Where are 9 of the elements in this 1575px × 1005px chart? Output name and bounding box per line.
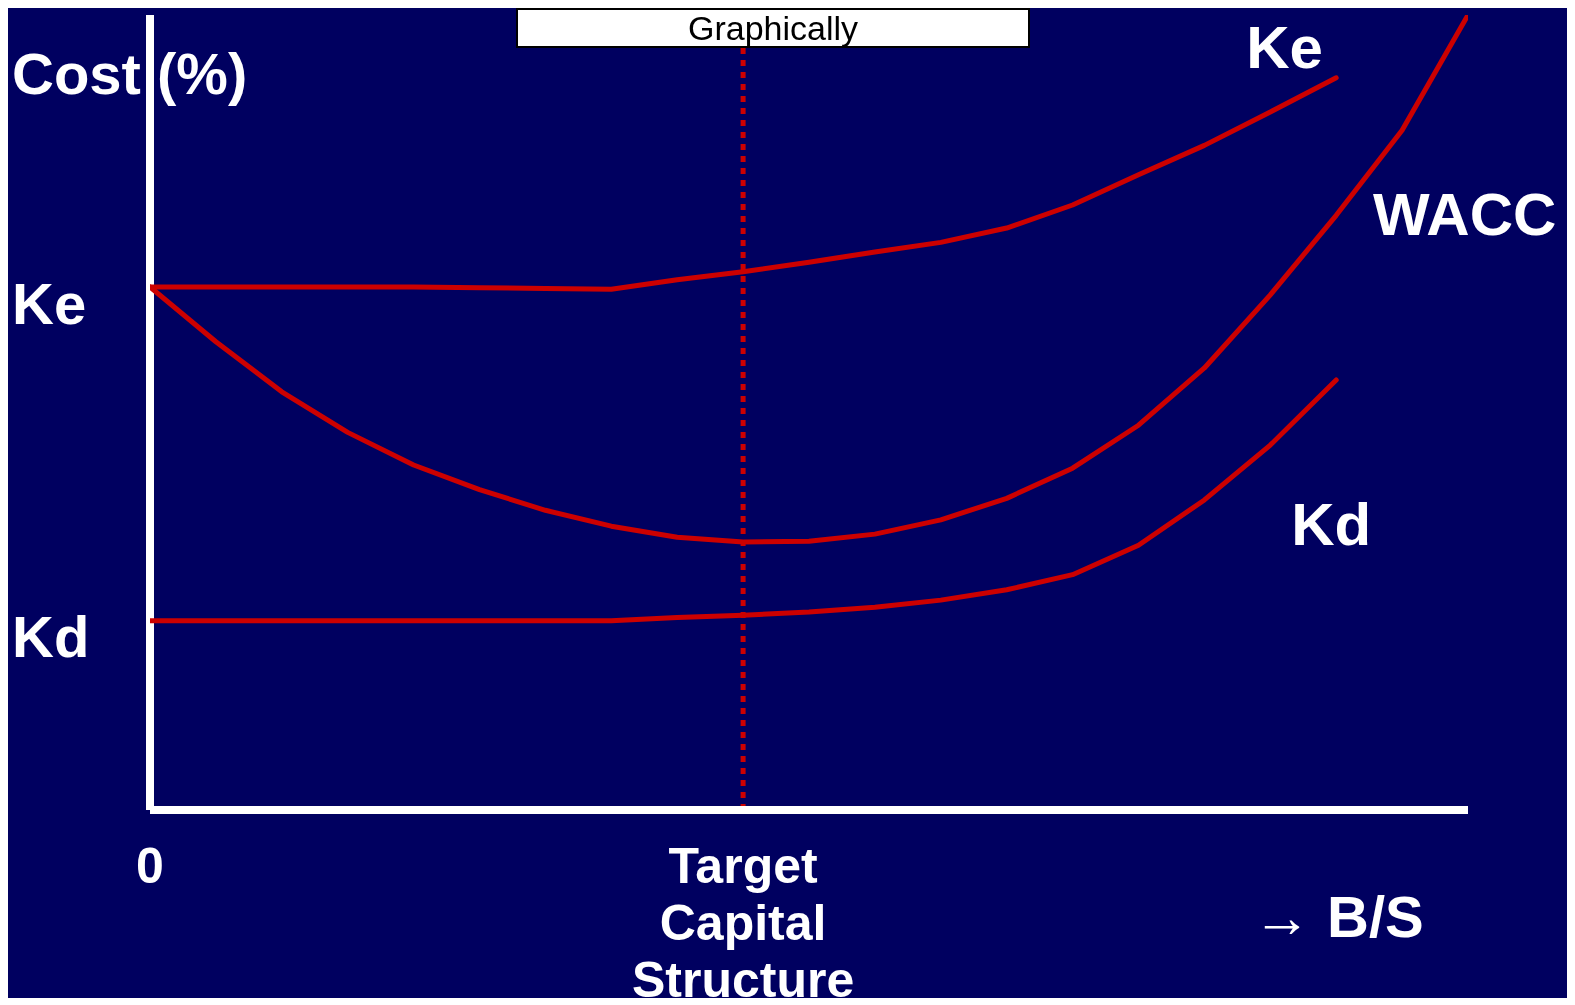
series-label: Ke <box>1246 13 1323 81</box>
y-axis-title: Cost (%) <box>12 40 248 107</box>
x-tick-label: Target Capital Structure <box>631 838 855 1005</box>
x-axis-title: → B/S <box>1253 883 1424 950</box>
text: Kd <box>12 603 90 670</box>
text: Ke <box>12 270 87 337</box>
x-tick-label: 0 <box>136 838 164 894</box>
series-label: WACC <box>1373 181 1557 248</box>
series-label: Kd <box>1291 490 1372 558</box>
